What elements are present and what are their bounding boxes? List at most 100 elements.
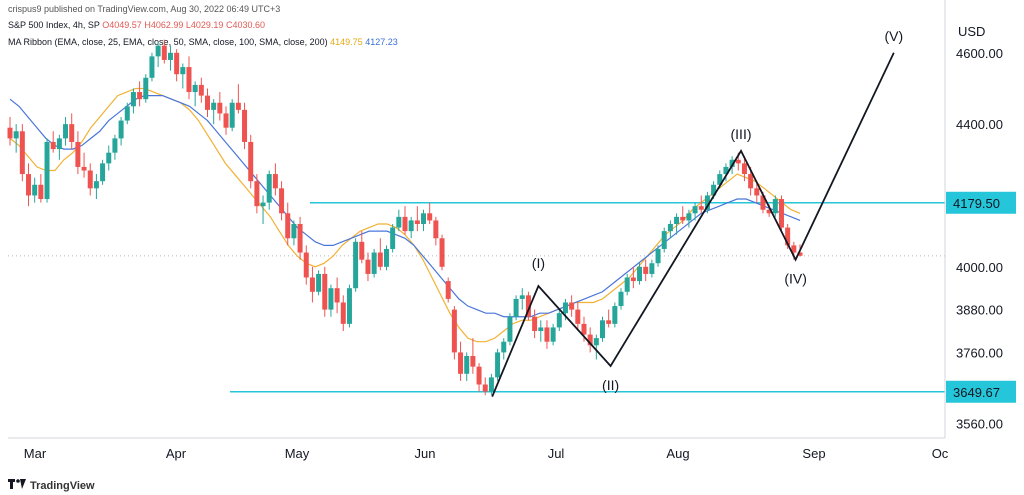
candle-body <box>451 309 457 353</box>
candle-body <box>643 266 649 274</box>
candle-body <box>402 216 408 232</box>
wave-label: (I) <box>532 255 545 271</box>
price-tag-label: 3649.67 <box>953 385 1000 400</box>
high-value: H4062.99 <box>144 20 184 30</box>
candle-body <box>124 106 130 121</box>
candle-body <box>279 188 285 214</box>
candle-body <box>760 195 766 210</box>
candle-body <box>649 263 655 274</box>
candle-body <box>562 302 568 314</box>
candle-body <box>353 241 359 289</box>
y-tick-label: 3880.00 <box>956 303 1003 318</box>
publisher-line: crispus9 published on TradingView.com, A… <box>8 4 281 14</box>
candle-body <box>26 174 32 196</box>
candle-body <box>464 355 470 374</box>
candle-body <box>137 92 143 100</box>
close-value: C4030.60 <box>225 20 265 30</box>
candle-body <box>229 102 235 128</box>
candle-body <box>593 338 599 346</box>
y-tick-label: 3560.00 <box>956 417 1003 432</box>
candle-body <box>383 248 389 267</box>
tradingview-logo-icon <box>8 479 26 492</box>
candle-body <box>778 199 784 228</box>
candle-body <box>155 45 161 57</box>
candle-body <box>118 120 124 139</box>
elliott-wave-line <box>491 52 895 397</box>
y-tick-label: 4400.00 <box>956 117 1003 132</box>
candle-body <box>587 334 593 346</box>
candle-body <box>507 316 513 342</box>
ribbon-value-1: 4149.75 <box>330 37 363 47</box>
x-tick-label: Apr <box>166 446 187 461</box>
candle-body <box>186 67 192 93</box>
candle-body <box>44 141 50 200</box>
candle-body <box>723 166 729 175</box>
candle-body <box>346 288 352 324</box>
candle-body <box>661 231 667 249</box>
candle-body <box>174 52 180 75</box>
candle-body <box>272 174 278 189</box>
x-tick-label: Aug <box>666 446 689 461</box>
candle-body <box>205 95 210 110</box>
candle-body <box>421 213 427 224</box>
candle-body <box>513 298 519 317</box>
candle-body <box>93 181 99 189</box>
candle-body <box>19 131 25 175</box>
currency-label: USD <box>958 24 985 39</box>
candle-body <box>674 216 680 224</box>
candle-body <box>575 309 581 324</box>
candle-body <box>711 184 717 196</box>
candle-body <box>686 213 692 221</box>
candle-body <box>772 199 778 214</box>
candle-body <box>717 174 723 185</box>
candle-body <box>600 320 605 339</box>
candle-body <box>180 67 186 75</box>
candle-body <box>581 323 587 335</box>
candle-body <box>680 216 686 221</box>
candle-body <box>766 209 772 214</box>
x-tick-label: Jun <box>415 446 436 461</box>
candle-body <box>87 170 93 189</box>
sma50-line <box>9 94 801 318</box>
candle-body <box>161 45 167 60</box>
candle-body <box>667 224 673 232</box>
tradingview-brand: TradingView <box>30 479 95 492</box>
candle-body <box>192 84 198 93</box>
candle-body <box>439 238 445 267</box>
candle-body <box>791 245 797 253</box>
x-tick-label: Sep <box>802 446 825 461</box>
candles <box>7 39 803 396</box>
x-tick-label: May <box>285 446 310 461</box>
footer: TradingView <box>8 479 95 492</box>
candle-body <box>606 320 612 324</box>
price-tag-box <box>946 191 1016 214</box>
candle-body <box>334 288 340 303</box>
candle-body <box>211 102 217 110</box>
reference-lines: 4179.50 3649.67 <box>8 191 1016 403</box>
candle-body <box>81 166 87 171</box>
candle-body <box>322 273 328 310</box>
candle-body <box>130 92 136 107</box>
candle-body <box>63 124 69 139</box>
candle-body <box>414 220 420 224</box>
candle-body <box>612 306 618 324</box>
axes: USD 4600.00 4400.00 4000.00 3880.00 3760.00 35… <box>8 0 1003 461</box>
candle-body <box>495 352 501 378</box>
y-tick-label: 3760.00 <box>956 345 1003 360</box>
x-tick-label: Jul <box>548 446 565 461</box>
low-value: L4029.19 <box>185 20 224 30</box>
candle-body <box>698 206 704 210</box>
price-tag-label: 4179.50 <box>953 196 1000 211</box>
candle-body <box>32 184 38 196</box>
candle-body <box>167 52 173 60</box>
wave-label: (III) <box>731 126 752 142</box>
candle-body <box>797 252 803 256</box>
wave-label: (V) <box>884 28 903 44</box>
candle-body <box>630 277 636 282</box>
candle-body <box>390 227 396 249</box>
candle-body <box>501 341 507 353</box>
candle-body <box>488 377 494 392</box>
candle-body <box>149 56 155 78</box>
candle-body <box>223 113 229 128</box>
